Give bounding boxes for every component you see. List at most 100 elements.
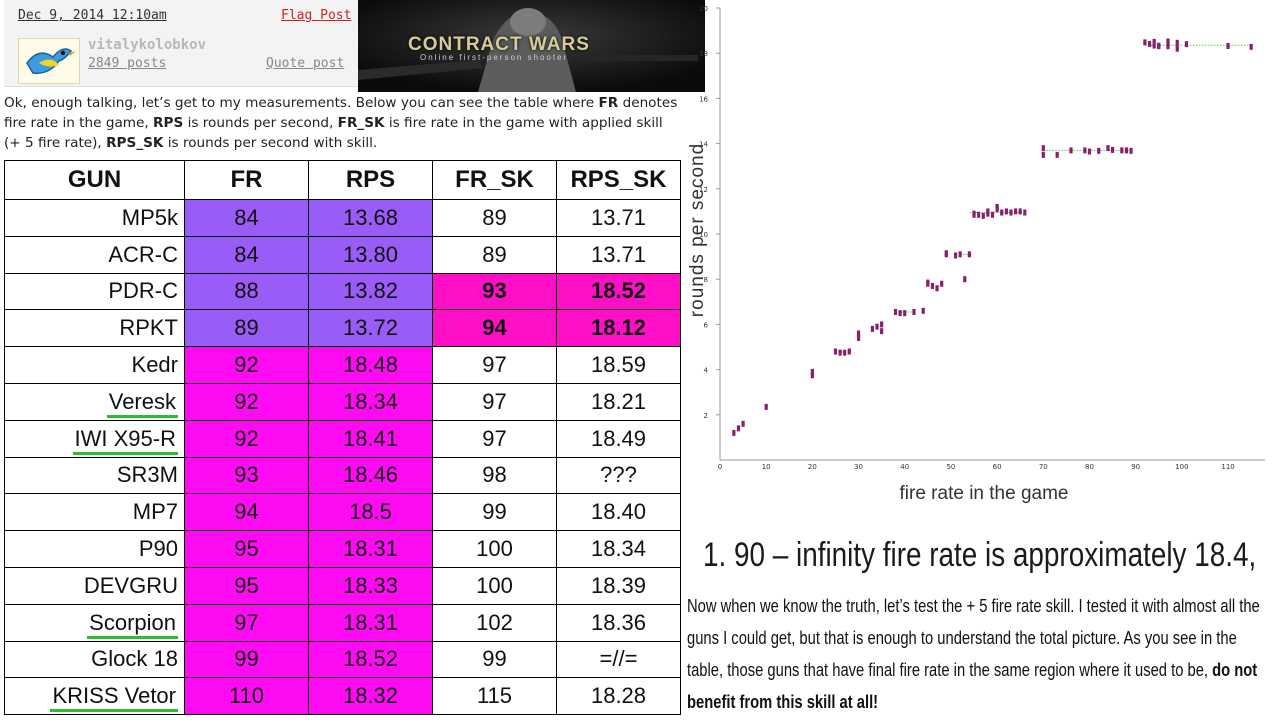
fr-sk-cell: 97 bbox=[432, 419, 557, 458]
rps-sk-cell: 18.28 bbox=[556, 677, 681, 716]
rps-sk-cell: 18.52 bbox=[556, 272, 681, 311]
rps-sk-cell: 18.39 bbox=[556, 566, 681, 605]
rps-cell: 18.5 bbox=[308, 493, 433, 532]
table-row: PDR-C 88 13.82 93 18.52 bbox=[4, 272, 681, 311]
fr-cell: 92 bbox=[184, 346, 309, 384]
fr-sk-cell: 97 bbox=[432, 382, 557, 421]
gun-name: MP5k bbox=[121, 204, 178, 230]
data-point bbox=[1000, 209, 1004, 216]
intro-term-fr: FR bbox=[598, 95, 619, 111]
fr-sk-cell: 97 bbox=[432, 346, 557, 384]
column-header: RPS bbox=[308, 160, 433, 200]
data-point bbox=[921, 307, 925, 314]
intro-paragraph: Ok, enough talking, let’s get to my meas… bbox=[4, 93, 680, 153]
data-point bbox=[1124, 147, 1129, 154]
data-point bbox=[926, 280, 930, 287]
fr-sk-cell: 100 bbox=[432, 530, 557, 568]
bird-avatar-icon bbox=[26, 48, 76, 74]
forum-post-header: Dec 9, 2014 12:10am Flag Post vitalykolo… bbox=[4, 0, 358, 87]
rps-cell: 13.80 bbox=[308, 235, 433, 274]
posts-count-link[interactable]: 2849 posts bbox=[88, 56, 167, 71]
rps-sk-cell: 18.12 bbox=[556, 309, 681, 348]
gun-name-cell: Kedr bbox=[4, 346, 185, 384]
data-point bbox=[856, 334, 861, 341]
rps-cell: 18.41 bbox=[308, 419, 433, 458]
data-point bbox=[1129, 147, 1133, 154]
rps-cell: 18.48 bbox=[308, 346, 433, 384]
rps-sk-cell: ??? bbox=[556, 456, 681, 495]
rps-cell: 13.82 bbox=[308, 272, 433, 311]
rps-cell: 18.31 bbox=[308, 603, 433, 642]
scatter-chart: 0 10 20 30 40 50 60 70 80 90 100 110 2 4 6 8 10 12 14 16 18… bbox=[684, 0, 1280, 520]
fr-cell: 94 bbox=[184, 493, 309, 532]
post-date[interactable]: Dec 9, 2014 12:10am bbox=[18, 8, 167, 23]
table-header-row: GUN FR RPS FR_SK RPS_SK bbox=[4, 160, 681, 200]
data-point bbox=[764, 403, 768, 410]
x-axis-label: fire rate in the game bbox=[900, 483, 1069, 504]
table-row: IWI X95-R 92 18.41 97 18.49 bbox=[4, 419, 681, 458]
rps-cell: 18.46 bbox=[308, 456, 433, 495]
rps-sk-cell: 18.49 bbox=[556, 419, 681, 458]
data-point bbox=[990, 211, 995, 218]
data-point bbox=[1120, 147, 1124, 154]
fr-cell: 84 bbox=[184, 199, 309, 237]
rps-sk-cell: 13.71 bbox=[556, 235, 681, 274]
intro-text-5: is rounds per second with skill. bbox=[163, 135, 378, 151]
rps-cell: 18.32 bbox=[308, 677, 433, 716]
data-point bbox=[1069, 147, 1073, 154]
column-header: FR_SK bbox=[432, 160, 557, 200]
table-row: MP7 94 18.5 99 18.40 bbox=[4, 493, 681, 532]
table-row: Kedr 92 18.48 97 18.59 bbox=[4, 346, 681, 384]
table-row: P90 95 18.31 100 18.34 bbox=[4, 530, 681, 568]
fr-cell: 93 bbox=[184, 456, 309, 495]
fr-cell: 97 bbox=[184, 603, 309, 642]
rps-cell: 18.52 bbox=[308, 640, 433, 679]
data-point bbox=[935, 285, 939, 292]
rps-sk-cell: 18.21 bbox=[556, 382, 681, 421]
table-row: Glock 18 99 18.52 99 =//= bbox=[4, 640, 681, 679]
plateau-lines bbox=[835, 44, 1252, 353]
intro-text-2: denotes fire rate in the game, bbox=[4, 95, 678, 131]
table-row: MP5k 84 13.68 89 13.71 bbox=[4, 199, 681, 237]
data-point bbox=[1110, 146, 1115, 153]
intro-term-rps: RPS bbox=[153, 115, 184, 131]
fr-sk-cell: 93 bbox=[432, 272, 557, 311]
data-point bbox=[1041, 145, 1045, 152]
data-point bbox=[1018, 208, 1022, 215]
column-header: GUN bbox=[4, 160, 185, 200]
data-point bbox=[1004, 208, 1008, 215]
flag-post-link[interactable]: Flag Post bbox=[281, 8, 352, 23]
data-point bbox=[1023, 209, 1027, 216]
data-point bbox=[843, 349, 847, 356]
username[interactable]: vitalykolobkov bbox=[88, 37, 207, 53]
annotation-paragraph: Now when we know the truth, let’s test t… bbox=[687, 590, 1261, 718]
rps-sk-cell: 13.71 bbox=[556, 199, 681, 237]
gun-name: P90 bbox=[138, 536, 178, 562]
data-point bbox=[1041, 151, 1045, 158]
fr-sk-cell: 89 bbox=[432, 235, 557, 274]
quote-post-link[interactable]: Quote post bbox=[266, 56, 345, 71]
data-points bbox=[732, 38, 1253, 436]
y-tick-label: 14 bbox=[699, 141, 708, 149]
gun-name-cell: IWI X95-R bbox=[4, 419, 185, 458]
data-point bbox=[847, 348, 851, 355]
annotation-text: Now when we know the truth, let’s test t… bbox=[687, 596, 1260, 680]
rps-sk-cell: 18.36 bbox=[556, 603, 681, 642]
data-point bbox=[930, 282, 935, 289]
fr-cell: 84 bbox=[184, 235, 309, 274]
data-point bbox=[856, 330, 861, 337]
data-point bbox=[732, 429, 736, 436]
fr-cell: 88 bbox=[184, 272, 309, 311]
data-point bbox=[981, 212, 985, 219]
data-point bbox=[1087, 148, 1092, 155]
intro-text-3: is rounds per second, bbox=[183, 115, 338, 131]
data-point bbox=[1249, 43, 1253, 50]
x-tick-label: 10 bbox=[762, 463, 771, 471]
avatar[interactable] bbox=[18, 38, 80, 84]
rps-cell: 13.72 bbox=[308, 309, 433, 348]
data-point bbox=[967, 251, 972, 258]
gun-name-cell: DEVGRU bbox=[4, 566, 185, 605]
data-point bbox=[903, 310, 907, 317]
data-point bbox=[1175, 39, 1179, 46]
data-point bbox=[1226, 42, 1230, 49]
